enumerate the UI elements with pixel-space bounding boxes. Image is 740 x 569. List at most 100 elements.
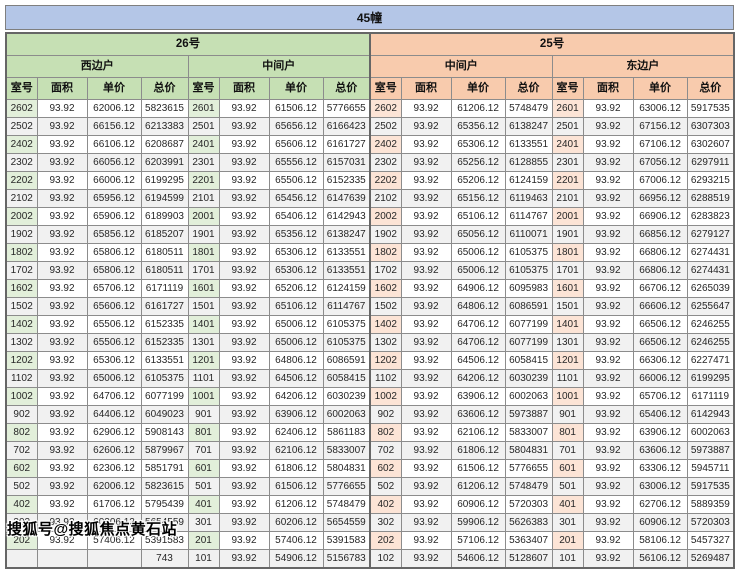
room-cell: 901 [551,405,584,424]
total-cell: 5748479 [322,495,371,514]
total-cell: 5879967 [140,441,189,460]
total-cell: 6302607 [686,135,735,154]
total-cell: 743 [140,549,189,569]
total-cell: 5833007 [322,441,371,460]
total-cell: 6255647 [686,297,735,316]
room-cell: 1102 [5,369,38,388]
price-cell: 62106.12 [450,423,506,442]
column-header-area: 面积 [582,77,634,100]
unit-header-row: 西边户 中间户 中间户 东边户 [5,55,735,78]
table-row: 1202 93.92 65306.12 6133551 1201 93.92 64806.1… [5,351,735,370]
column-header-row: 室号 面积 单价 总价 室号 面积 单价 总价 室号 面积 单价 总价 室号 面… [5,77,735,100]
total-cell: 5917535 [686,477,735,496]
total-cell: 6307303 [686,117,735,136]
area-cell: 93.92 [36,459,88,478]
room-cell: 2202 [369,171,402,190]
area-cell: 93.92 [218,405,270,424]
area-cell: 93.92 [400,153,452,172]
table-row: 2502 93.92 66156.12 6213383 2501 93.92 65656.1… [5,117,735,136]
price-cell: 66706.12 [632,279,688,298]
room-cell: 1402 [5,315,38,334]
area-cell: 93.92 [36,351,88,370]
price-cell: 64706.12 [450,333,506,352]
area-cell: 93.92 [400,351,452,370]
area-cell: 93.92 [218,333,270,352]
total-cell: 5795439 [140,495,189,514]
price-cell: 66606.12 [632,297,688,316]
room-cell: 301 [551,513,584,532]
price-cell: 65456.12 [268,189,324,208]
room-cell: 802 [5,423,38,442]
total-cell: 6002063 [686,423,735,442]
area-cell: 93.92 [218,135,270,154]
total-cell: 6105375 [504,243,553,262]
price-cell: 65306.12 [268,243,324,262]
room-cell: 1301 [551,333,584,352]
total-cell: 6110071 [504,225,553,244]
price-cell: 54606.12 [450,549,506,569]
room-cell: 2002 [5,207,38,226]
price-cell: 65506.12 [86,315,142,334]
total-cell: 6171119 [140,279,189,298]
price-cell: 65556.12 [268,153,324,172]
total-cell: 6058415 [322,369,371,388]
price-cell: 61506.12 [268,99,324,118]
room-cell: 1902 [369,225,402,244]
price-cell: 66506.12 [632,333,688,352]
room-cell: 2102 [5,189,38,208]
price-cell: 56106.12 [632,549,688,569]
room-cell: 2301 [551,153,584,172]
table-row: 1502 93.92 65606.12 6161727 1501 93.92 65106.1… [5,297,735,316]
area-cell: 93.92 [582,99,634,118]
total-cell: 6133551 [322,243,371,262]
price-cell: 57406.12 [268,531,324,550]
area-cell: 93.92 [218,459,270,478]
price-cell: 64506.12 [268,369,324,388]
table-row: 2302 93.92 66056.12 6203991 2301 93.92 65556.1… [5,153,735,172]
room-cell: 1201 [551,351,584,370]
total-cell: 5851791 [140,459,189,478]
price-cell: 54906.12 [268,549,324,569]
room-cell: 1302 [5,333,38,352]
area-cell: 93.92 [400,531,452,550]
room-cell: 2502 [369,117,402,136]
total-cell: 5804831 [504,441,553,460]
room-cell: 1902 [5,225,38,244]
room-cell: 502 [369,477,402,496]
area-cell: 93.92 [582,207,634,226]
total-cell: 6105375 [322,333,371,352]
area-cell: 93.92 [400,549,452,569]
total-cell: 6138247 [504,117,553,136]
area-cell: 93.92 [36,225,88,244]
price-cell: 62406.12 [268,423,324,442]
room-cell: 1202 [5,351,38,370]
total-cell: 6279127 [686,225,735,244]
area-cell: 93.92 [218,495,270,514]
price-cell: 67006.12 [632,171,688,190]
total-cell: 6105375 [322,315,371,334]
area-cell: 93.92 [582,225,634,244]
room-cell: 501 [187,477,220,496]
room-cell: 1202 [369,351,402,370]
room-cell: 302 [369,513,402,532]
price-cell: 65006.12 [450,243,506,262]
area-cell: 93.92 [36,441,88,460]
room-cell: 2402 [369,135,402,154]
room-cell: 202 [369,531,402,550]
price-cell: 66506.12 [632,315,688,334]
price-cell: 65106.12 [450,207,506,226]
table-row: 2602 93.92 62006.12 5823615 2601 93.92 61506.1… [5,99,735,118]
price-cell: 65706.12 [632,387,688,406]
table-row: 1602 93.92 65706.12 6171119 1601 93.92 65206.1… [5,279,735,298]
area-cell: 93.92 [582,171,634,190]
area-cell: 93.92 [218,171,270,190]
price-cell: 65306.12 [268,261,324,280]
area-cell: 93.92 [36,279,88,298]
price-cell: 65506.12 [268,171,324,190]
column-header-total: 总价 [504,77,553,100]
room-cell: 2602 [5,99,38,118]
area-cell: 93.92 [400,423,452,442]
area-cell: 93.92 [400,369,452,388]
room-cell: 2102 [369,189,402,208]
building-header-26: 26号 [5,32,371,56]
